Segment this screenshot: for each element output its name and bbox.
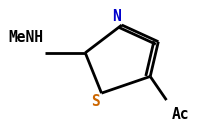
- Text: MeNH: MeNH: [8, 30, 43, 45]
- Text: N: N: [112, 9, 120, 24]
- Text: Ac: Ac: [171, 107, 188, 122]
- Text: S: S: [90, 94, 99, 109]
